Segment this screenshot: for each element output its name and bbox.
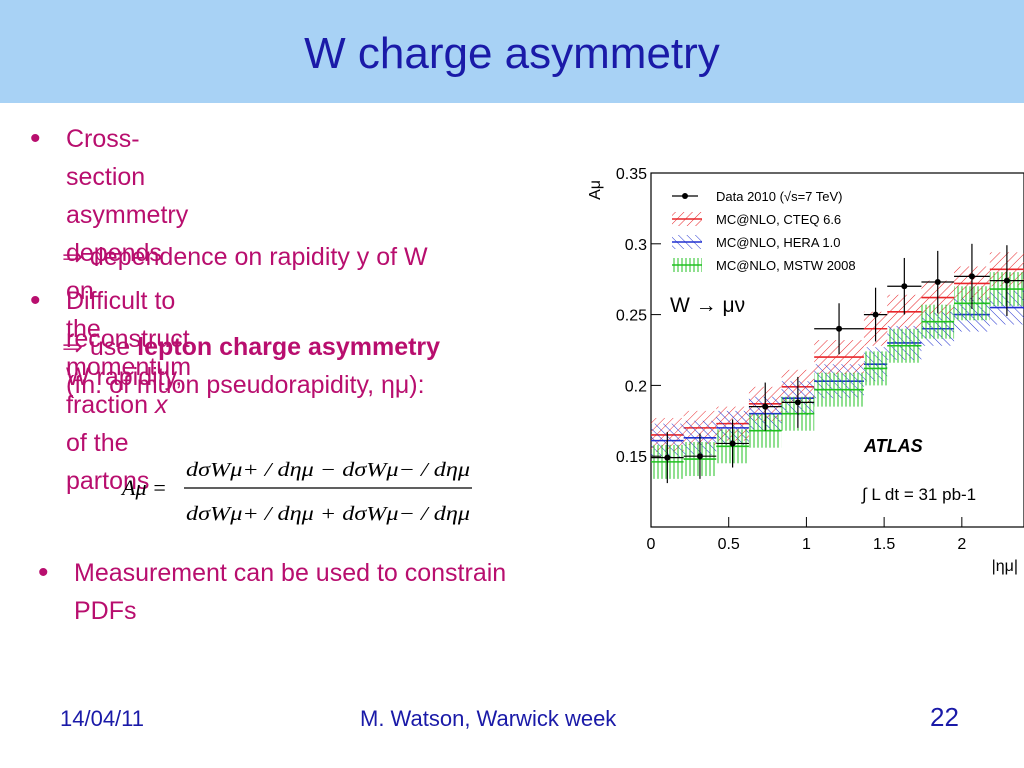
data-point xyxy=(664,454,671,461)
bullet-dot: • xyxy=(30,284,41,317)
title-bar xyxy=(0,0,1024,103)
formula-lhs: Aμ = xyxy=(120,475,167,500)
data-point xyxy=(696,453,703,460)
bullet-1-line-2: the momentum fraction x of the xyxy=(66,315,192,457)
legend: Data 2010 (√s=7 TeV) MC@NLO, CTEQ 6.6 MC… xyxy=(672,189,856,273)
formula-numerator: dσWμ+ / dημ − dσWμ− / dημ xyxy=(186,459,470,481)
atlas-label: ATLAS xyxy=(863,436,923,456)
bullet-1-line-1: Cross-section asymmetry depends on xyxy=(66,125,189,305)
y-tick-label: 0.3 xyxy=(625,237,647,254)
legend-data: Data 2010 (√s=7 TeV) xyxy=(716,189,843,204)
y-tick-label: 0.2 xyxy=(625,378,647,395)
data-point xyxy=(934,279,941,286)
x-axis-label: |ημ| xyxy=(992,558,1018,575)
implies-line-2: ⇒ use lepton charge asymmetry xyxy=(62,333,441,361)
x-tick-label: 0.5 xyxy=(718,536,740,553)
axes: 0 0.5 1 1.5 2 0.15 0.2 0.25 0.3 0.35 xyxy=(616,166,967,553)
legend-hera: MC@NLO, HERA 1.0 xyxy=(716,235,840,250)
x-tick-label: 1.5 xyxy=(873,536,895,553)
formula-denominator: dσWμ+ / dημ + dσWμ− / dημ xyxy=(186,503,470,525)
x-tick-label: 0 xyxy=(647,536,656,553)
bullet-2-text: Difficult to reconstruct W rapidity, xyxy=(66,287,190,391)
footer-author: M. Watson, Warwick week xyxy=(360,706,617,731)
bullet-1-line-3: partons xyxy=(66,467,150,495)
pseudorapidity-note: (fn. of muon pseudorapidity, ημ): xyxy=(66,371,425,399)
plot-frame xyxy=(650,172,1024,528)
mc-bands xyxy=(651,252,1024,479)
asymmetry-formula: Aμ = dσWμ+ / dημ − dσWμ− / dημ dσWμ+ / d… xyxy=(120,459,472,525)
legend-cteq: MC@NLO, CTEQ 6.6 xyxy=(716,212,841,227)
legend-mstw: MC@NLO, MSTW 2008 xyxy=(716,258,856,273)
data-point xyxy=(762,403,769,410)
y-axis-label: Aμ xyxy=(587,180,604,200)
process-annotation: W → μν xyxy=(670,294,745,317)
data-points xyxy=(651,243,1024,484)
bullet-dot: • xyxy=(30,122,41,155)
data-point xyxy=(968,273,975,280)
x-tick-label: 2 xyxy=(957,536,966,553)
y-tick-label: 0.35 xyxy=(616,166,647,183)
y-tick-label: 0.15 xyxy=(616,449,647,466)
bullet-dot: • xyxy=(38,556,49,589)
data-point xyxy=(1003,277,1010,284)
footer-date: 14/04/11 xyxy=(60,706,145,731)
asymmetry-chart: 0 0.5 1 1.5 2 0.15 0.2 0.25 0.3 0.35 Aμ |ημ| Data… xyxy=(587,166,1024,575)
data-point xyxy=(729,440,736,447)
x-tick-label: 1 xyxy=(802,536,811,553)
bullet-3-text: Measurement can be used to constrain PDF… xyxy=(74,559,507,625)
data-point xyxy=(794,399,801,406)
data-point xyxy=(836,325,843,332)
data-point xyxy=(901,283,908,290)
implies-line-1: ⇒ dependence on rapidity y of W xyxy=(62,243,428,271)
slide-title: W charge asymmetry xyxy=(304,29,720,78)
data-point xyxy=(872,311,879,318)
footer-page-number: 22 xyxy=(930,702,959,732)
y-tick-label: 0.25 xyxy=(616,308,647,325)
luminosity-label: ∫ L dt = 31 pb-1 xyxy=(861,485,976,504)
